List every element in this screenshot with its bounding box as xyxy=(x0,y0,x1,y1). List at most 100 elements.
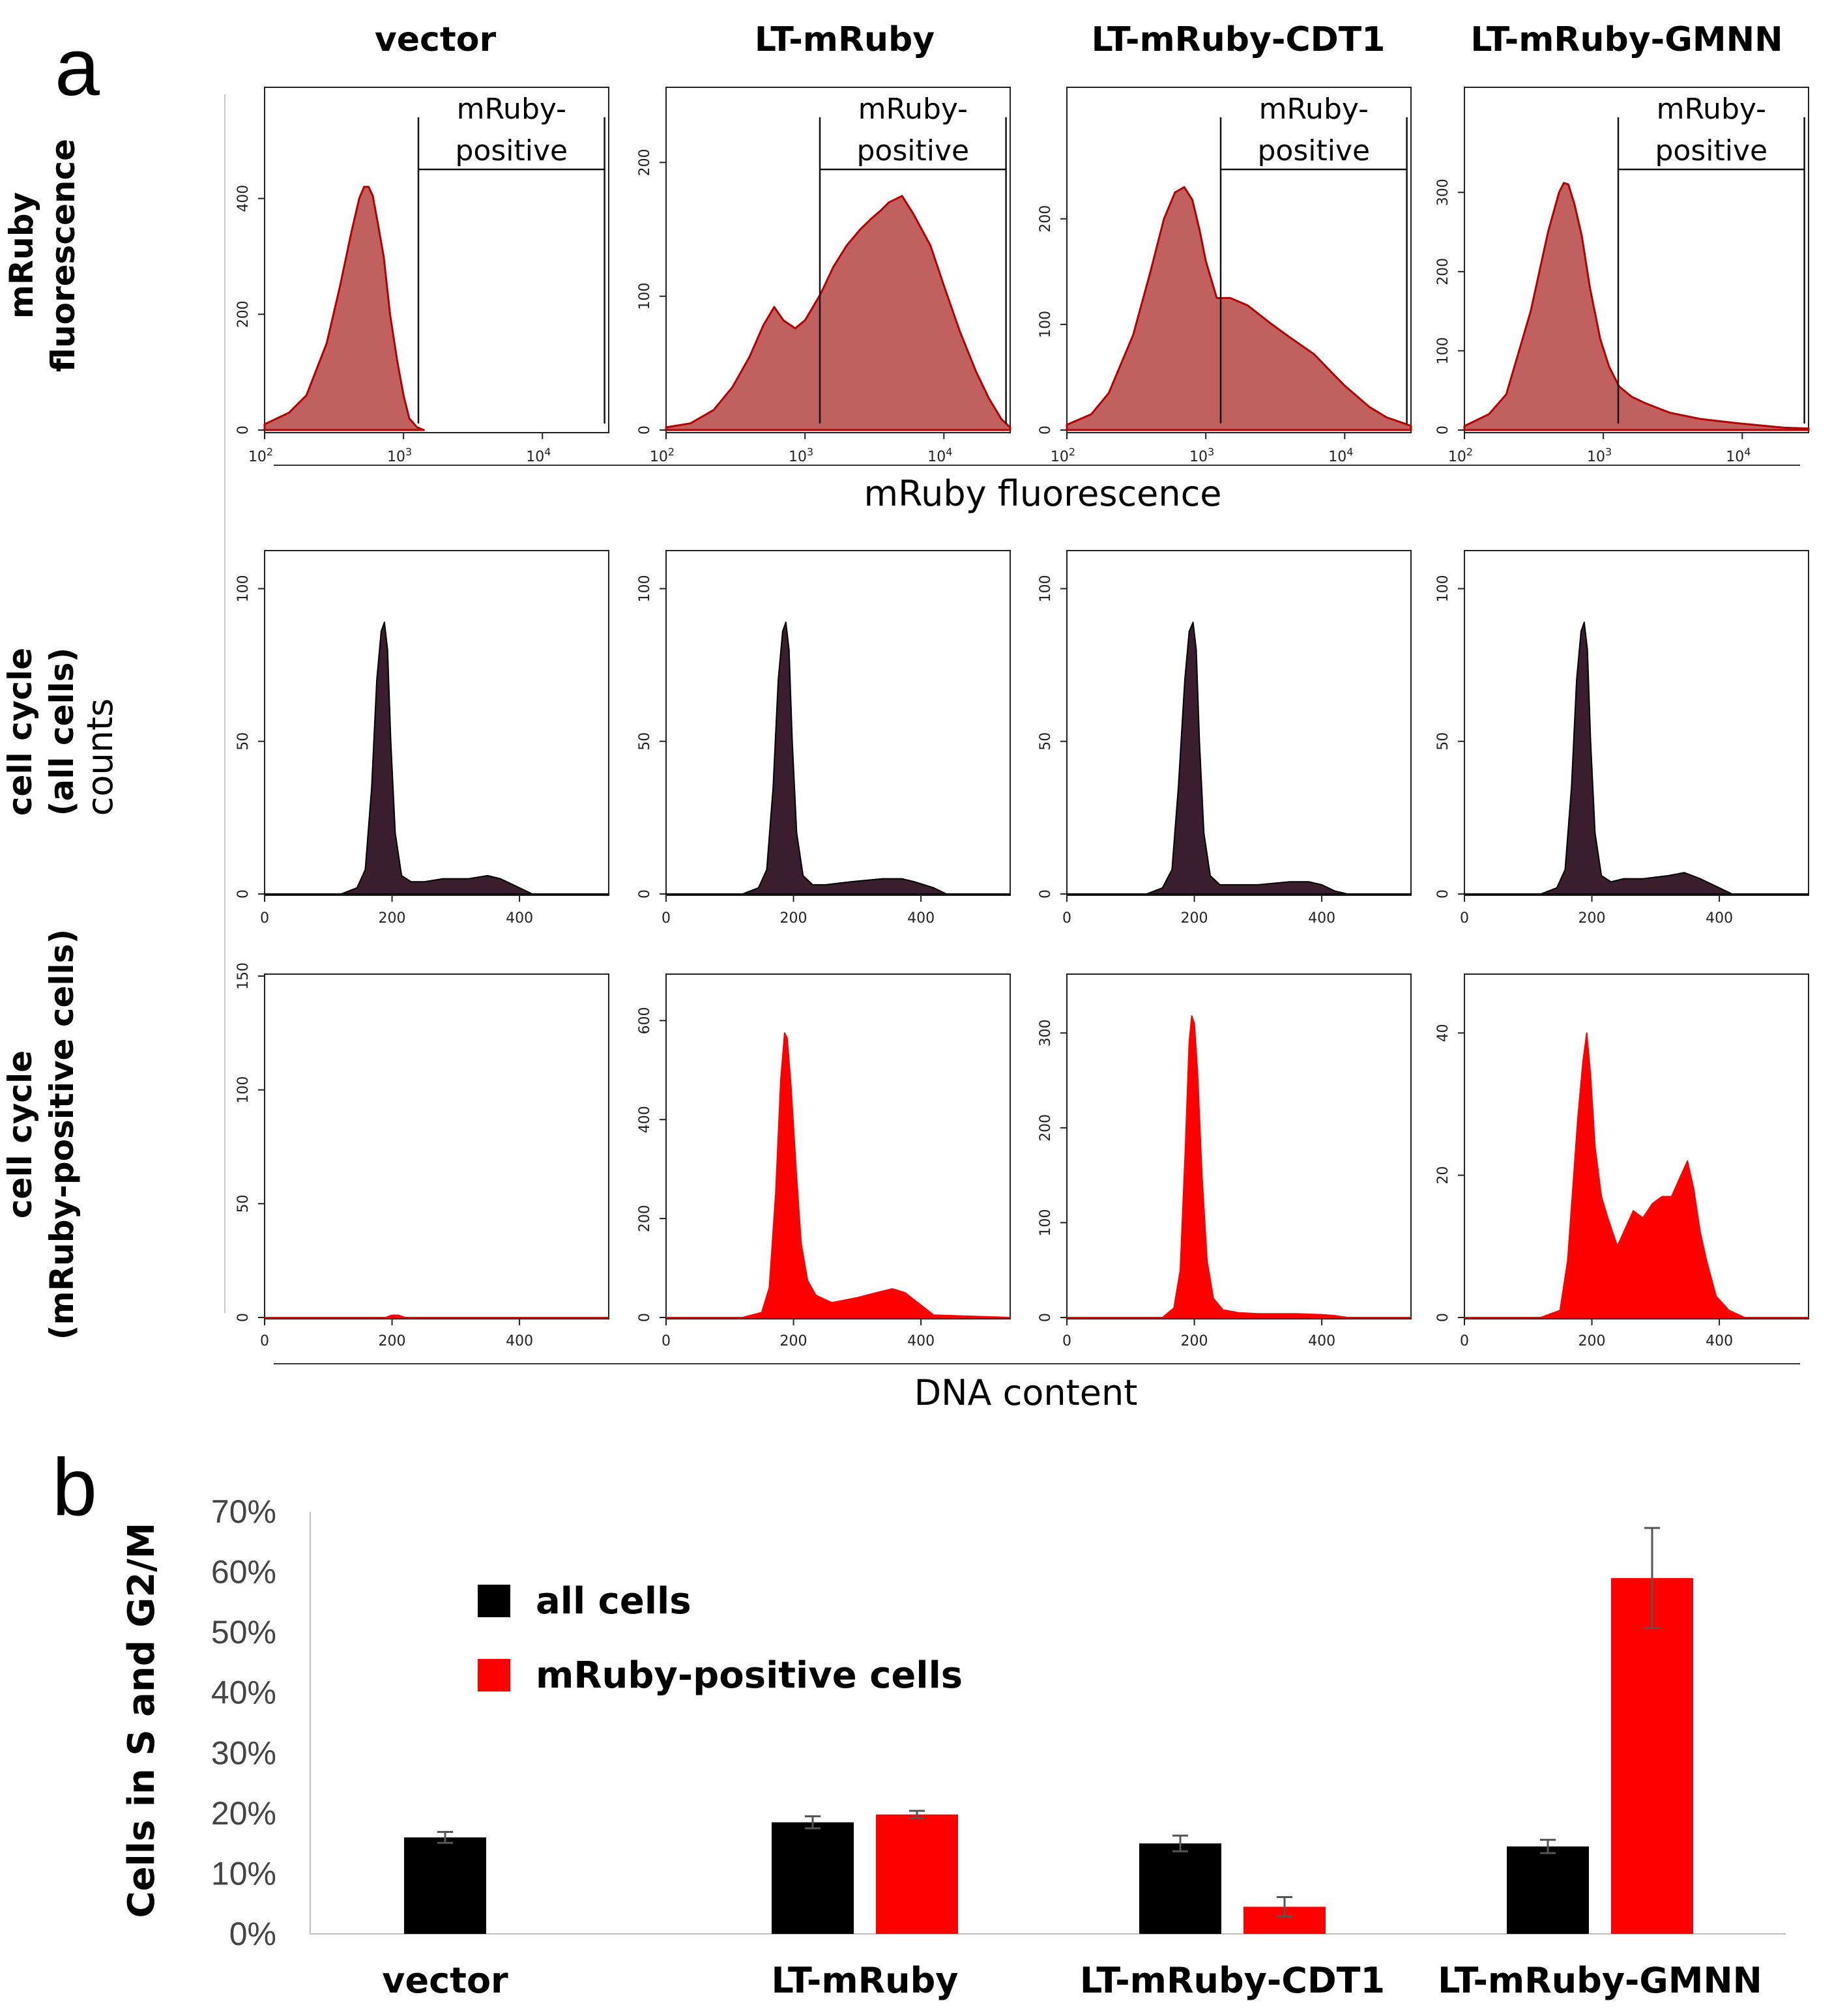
histogram-area xyxy=(665,195,1011,431)
histogram-area xyxy=(263,186,425,431)
histogram-area xyxy=(1463,182,1810,431)
histogram-area xyxy=(665,622,1011,895)
legend-label-mruby-positive-cells: mRuby-positive cells xyxy=(536,1654,963,1697)
x-tick-exponent: 4 xyxy=(1346,446,1353,458)
x-tick-base: 10 xyxy=(1189,449,1208,465)
x-tick-label: 0 xyxy=(1460,1333,1469,1349)
x-tick-exponent: 4 xyxy=(1744,446,1751,458)
histogram-area xyxy=(1464,622,1809,895)
bar-all-cells-lt-mruby-cdt1 xyxy=(1139,1843,1221,1934)
y-tick-label: 200 xyxy=(1435,258,1451,285)
x-tick-label: 103 xyxy=(387,446,412,465)
y-tick-label: 0 xyxy=(637,889,653,899)
column-title-lt-mruby-gmnn: LT-mRuby-GMNN xyxy=(1470,20,1782,59)
y-tick-label: 0 xyxy=(1038,425,1054,435)
y-tick-label: 100 xyxy=(1038,1209,1054,1236)
plot-frame xyxy=(665,87,1011,433)
legend-swatch-all-cells xyxy=(478,1585,510,1617)
x-tick-exponent: 2 xyxy=(1069,446,1075,458)
histogram-3-lt-mruby-cdt1: 0 100 200 300 0 200 400 xyxy=(1038,973,1412,1349)
histogram-2-vector: 0 50 100 0 200 400 xyxy=(235,550,609,927)
row-label-line: cell cycle xyxy=(1,648,39,816)
row-label-line: (all cells) xyxy=(43,648,81,816)
bar-y-tick-label: 60% xyxy=(211,1554,276,1591)
column-title-vector: vector xyxy=(375,20,497,59)
x-tick-label: 0 xyxy=(1460,910,1469,927)
y-tick-label: 0 xyxy=(637,425,653,435)
bar-category-label-lt-mruby-gmnn: LT-mRuby-GMNN xyxy=(1438,1960,1762,2001)
histogram-area xyxy=(264,1314,609,1318)
plot-frame xyxy=(1464,87,1809,433)
row-label-2: cell cycle (all cells) xyxy=(1,648,81,816)
y-tick-label: 0 xyxy=(637,1313,653,1322)
histogram-area xyxy=(1066,186,1412,431)
y-tick-label: 200 xyxy=(235,300,252,328)
x-tick-label: 200 xyxy=(780,1333,807,1349)
x-tick-label: 102 xyxy=(248,446,273,465)
panel-letter-b: b xyxy=(52,1443,97,1533)
bar-chart: 0% 10% 20% 30% 40% 50% 60% 70% Cells in S and G2… xyxy=(121,1493,1786,2001)
error-bar-mruby-positive-cells-lt-mruby xyxy=(909,1809,925,1819)
x-tick-label: 103 xyxy=(1587,446,1612,465)
x-tick-label: 102 xyxy=(1051,446,1075,465)
y-tick-label: 100 xyxy=(235,575,252,602)
x-tick-label: 103 xyxy=(789,446,813,465)
x-tick-base: 10 xyxy=(927,449,946,465)
bar-category-label-lt-mruby: LT-mRuby xyxy=(772,1960,959,2001)
error-bar-all-cells-lt-mruby xyxy=(805,1815,821,1830)
y-tick-label: 40 xyxy=(1435,1024,1451,1042)
x-tick-exponent: 2 xyxy=(1466,446,1473,458)
bar-all-cells-lt-mruby-gmnn xyxy=(1507,1846,1589,1934)
y-tick-label: 100 xyxy=(1038,575,1054,602)
y-tick-label: 200 xyxy=(637,1205,653,1232)
x-tick-base: 10 xyxy=(1328,449,1346,465)
x-tick-base: 10 xyxy=(1051,449,1069,465)
x-tick-label: 400 xyxy=(506,910,533,927)
error-bar-all-cells-vector xyxy=(437,1831,453,1844)
x-tick-base: 10 xyxy=(1448,449,1466,465)
y-tick-label: 0 xyxy=(1435,1313,1451,1322)
gate-label-line: positive xyxy=(857,134,970,167)
y-tick-label: 50 xyxy=(235,1194,252,1213)
x-tick-label: 200 xyxy=(1578,910,1606,927)
y-tick-label: 400 xyxy=(235,185,252,212)
y-tick-label: 200 xyxy=(637,149,653,176)
x-tick-base: 10 xyxy=(789,449,807,465)
legend-swatch-mruby-positive-cells xyxy=(478,1659,510,1692)
x-tick-label: 0 xyxy=(260,910,269,927)
y-tick-label: 100 xyxy=(1435,337,1451,364)
gate-label-line: mRuby- xyxy=(457,93,566,126)
x-tick-label: 104 xyxy=(1328,446,1353,465)
x-tick-label: 400 xyxy=(1706,910,1733,927)
y-tick-label: 0 xyxy=(1435,425,1451,435)
x-tick-exponent: 4 xyxy=(544,446,551,458)
histogram-2-lt-mruby: 0 50 100 0 200 400 xyxy=(637,550,1011,927)
fluor-axis-title: mRuby fluorescence xyxy=(864,473,1221,514)
y-tick-label: 0 xyxy=(235,1313,252,1322)
bar-y-axis-label: Cells in S and G2/M xyxy=(121,1522,163,1918)
gate-label-line: positive xyxy=(1655,134,1768,167)
bar-all-cells-vector xyxy=(404,1837,486,1934)
x-tick-label: 400 xyxy=(907,1333,935,1349)
bar-category-label-vector: vector xyxy=(382,1960,508,2001)
x-tick-label: 102 xyxy=(1448,446,1473,465)
y-tick-label: 200 xyxy=(1038,205,1054,233)
error-bar-mruby-positive-cells-lt-mruby-gmnn xyxy=(1644,1527,1660,1630)
row-label-line: cell cycle xyxy=(1,1050,39,1218)
bar-mruby-positive-cells-lt-mruby-gmnn xyxy=(1611,1577,1693,1934)
error-bar-all-cells-lt-mruby-gmnn xyxy=(1540,1839,1556,1854)
gate-label-line: positive xyxy=(1258,134,1371,167)
plot-frame xyxy=(1066,973,1412,1319)
x-tick-label: 104 xyxy=(526,446,551,465)
x-tick-label: 200 xyxy=(1181,910,1208,927)
row-label-line: (mRuby-positive cells) xyxy=(43,929,81,1340)
y-tick-label: 20 xyxy=(1435,1166,1451,1185)
y-tick-label: 150 xyxy=(235,962,252,990)
y-tick-label: 100 xyxy=(1435,575,1451,602)
x-tick-label: 0 xyxy=(662,1333,671,1349)
